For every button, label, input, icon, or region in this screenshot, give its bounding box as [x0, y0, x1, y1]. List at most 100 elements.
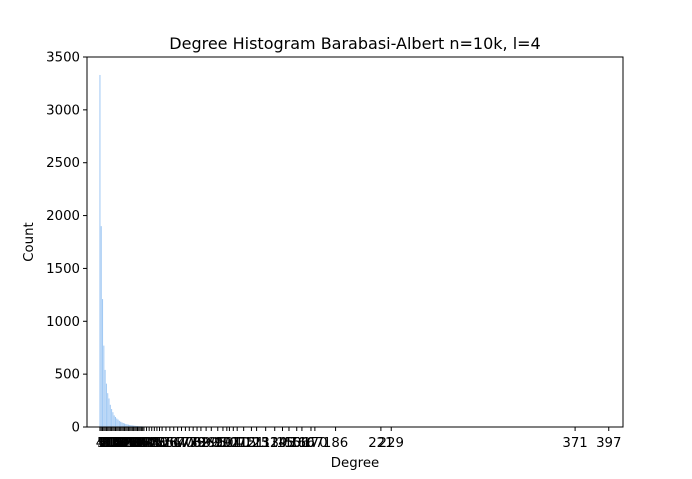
- y-tick-label: 1000: [46, 315, 80, 330]
- histogram-bar: [129, 424, 131, 427]
- histogram-bar: [103, 345, 105, 427]
- x-tick-label: 15: [106, 436, 123, 451]
- histogram-bar: [117, 419, 119, 427]
- x-tick-label: 6: [98, 436, 106, 451]
- histogram-bar: [116, 418, 118, 427]
- x-tick-label: 79: [189, 436, 206, 451]
- x-tick-label: 5: [97, 436, 105, 451]
- x-tick-label: 16: [107, 436, 124, 451]
- y-axis-label: Count: [22, 222, 37, 262]
- x-tick-label: 64: [169, 436, 186, 451]
- histogram-bar: [135, 425, 137, 427]
- x-axis: 4567891011121314151617181920212223242526…: [96, 427, 621, 451]
- histogram-bar: [104, 369, 106, 427]
- x-tick-label: 229: [379, 436, 404, 451]
- x-tick-label: 150: [276, 436, 301, 451]
- x-tick-label: 76: [185, 436, 202, 451]
- histogram-bar: [113, 415, 115, 427]
- x-tick-label: 156: [284, 436, 309, 451]
- x-tick-label: 27: [121, 436, 138, 451]
- y-axis: 0 500 1000 1500 2000 2500 3000 3500: [46, 51, 87, 436]
- x-tick-label: 397: [596, 436, 621, 451]
- x-tick-label: 139: [262, 436, 287, 451]
- histogram-bar: [99, 74, 101, 427]
- x-tick-label: 86: [198, 436, 215, 451]
- x-tick-label: 22: [115, 436, 132, 451]
- x-tick-label: 160: [289, 436, 314, 451]
- x-tick-label: 42: [141, 436, 158, 451]
- histogram-bar: [120, 421, 122, 427]
- x-tick-label: 121: [239, 436, 264, 451]
- y-tick-label: 0: [72, 421, 80, 436]
- x-tick-label: 23: [116, 436, 133, 451]
- x-tick-label: 8: [101, 436, 109, 451]
- x-tick-label: 55: [158, 436, 175, 451]
- histogram-bar: [108, 398, 110, 427]
- y-tick-label: 3500: [46, 51, 80, 66]
- x-tick-label: 125: [244, 436, 269, 451]
- x-tick-label: 14: [104, 436, 121, 451]
- x-tick-label: 32: [128, 436, 145, 451]
- x-tick-label: 82: [192, 436, 209, 451]
- histogram-bar: [125, 424, 127, 427]
- histogram-bar: [130, 425, 132, 427]
- x-tick-label: 67: [173, 436, 190, 451]
- histogram-bar: [100, 226, 102, 427]
- x-axis-label: Degree: [331, 456, 379, 471]
- histogram-bar: [118, 420, 120, 427]
- histogram-bar: [114, 416, 117, 427]
- x-tick-label: 40: [138, 436, 155, 451]
- histogram-bar: [102, 299, 104, 427]
- histogram-bar: [122, 422, 124, 427]
- x-tick-label: 34: [130, 436, 147, 451]
- x-tick-label: 33: [129, 436, 146, 451]
- x-tick-label: 107: [221, 436, 246, 451]
- y-tick-label: 1500: [46, 262, 80, 277]
- histogram-bar: [121, 422, 123, 427]
- y-tick-label: 2500: [46, 156, 80, 171]
- x-tick-label: 58: [161, 436, 178, 451]
- x-tick-label: 9: [102, 436, 110, 451]
- histogram-bar: [105, 383, 107, 427]
- x-tick-label: 30: [125, 436, 142, 451]
- y-tick-label: 2000: [46, 209, 80, 224]
- x-tick-label: 4: [96, 436, 104, 451]
- x-tick-label: 10: [99, 436, 116, 451]
- x-tick-label: 50: [151, 436, 168, 451]
- histogram-bar: [126, 424, 128, 427]
- x-tick-label: 17: [108, 436, 125, 451]
- x-tick-label: 21: [113, 436, 130, 451]
- x-tick-label: 7: [100, 436, 108, 451]
- x-tick-label: 12: [102, 436, 119, 451]
- x-tick-label: 13: [103, 436, 120, 451]
- x-tick-label: 31: [126, 436, 143, 451]
- x-tick-label: 44: [143, 436, 160, 451]
- histogram-bar: [124, 423, 126, 427]
- x-tick-label: 61: [165, 436, 182, 451]
- bars-layer: [99, 74, 610, 427]
- x-tick-label: 25: [119, 436, 136, 451]
- x-tick-label: 170: [302, 436, 327, 451]
- x-tick-label: 24: [117, 436, 134, 451]
- chart-title: Degree Histogram Barabasi-Albert n=10k, …: [169, 34, 540, 53]
- x-tick-label: 35: [132, 436, 149, 451]
- x-tick-label: 102: [214, 436, 239, 451]
- histogram-bar: [127, 424, 129, 427]
- y-tick-label: 3000: [46, 103, 80, 118]
- x-tick-label: 19: [111, 436, 128, 451]
- y-tick-label: 500: [55, 368, 80, 383]
- x-tick-label: 115: [231, 436, 256, 451]
- x-tick-label: 70: [177, 436, 194, 451]
- x-tick-label: 46: [146, 436, 163, 451]
- plot-frame: [86, 56, 624, 428]
- histogram-bar: [112, 412, 114, 427]
- x-tick-label: 52: [154, 436, 171, 451]
- x-tick-label: 20: [112, 436, 129, 451]
- x-tick-label: 73: [181, 436, 198, 451]
- x-tick-label: 38: [136, 436, 153, 451]
- histogram-bar: [111, 409, 113, 427]
- x-tick-label: 371: [562, 436, 587, 451]
- x-tick-label: 11: [101, 436, 118, 451]
